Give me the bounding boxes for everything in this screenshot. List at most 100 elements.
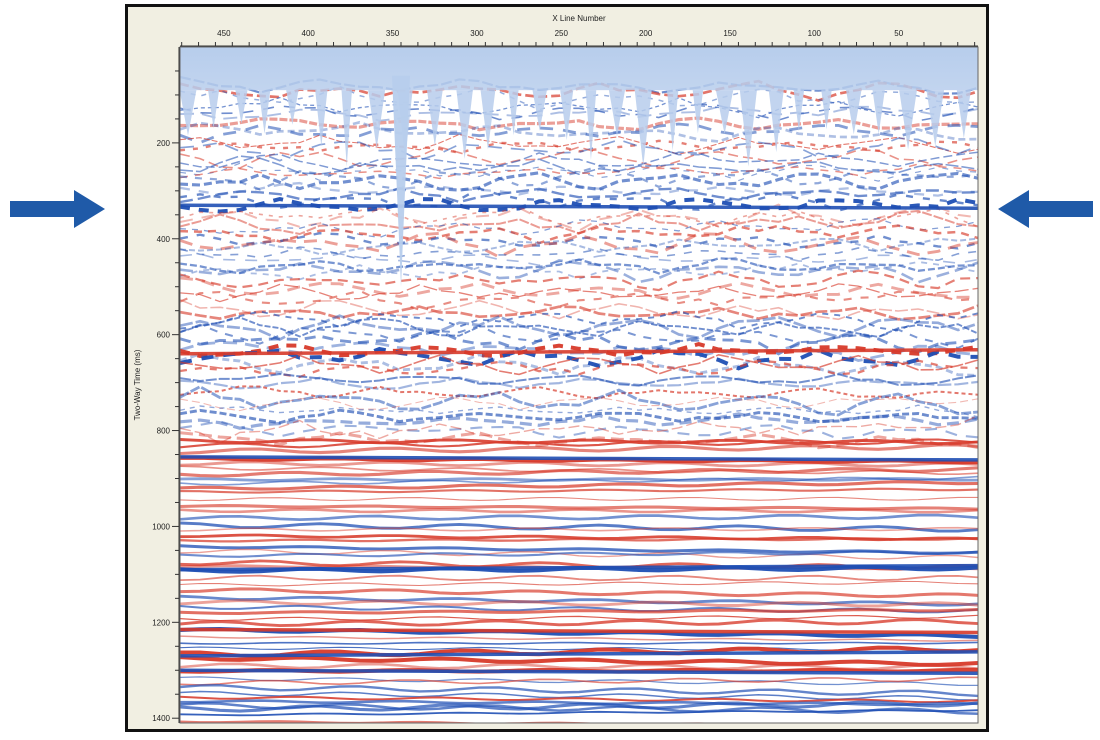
reflector-band (180, 181, 978, 197)
mute-wedge (341, 90, 352, 167)
mute-wedge (956, 90, 971, 139)
plot-frame (179, 46, 979, 724)
seismic-chart: X Line Number Two-Way Time (ms) 450 400 35… (133, 14, 979, 724)
y-axis: 200 400 600 800 1000 1200 1400 (152, 47, 180, 723)
reflector-band (180, 655, 978, 667)
mute-wedge (258, 90, 271, 134)
x-tick-label: 300 (470, 29, 484, 38)
mute-wedge (821, 90, 832, 130)
y-tick-label: 600 (157, 331, 171, 340)
reflector-band (180, 414, 978, 444)
reflector-band (180, 580, 978, 587)
y-tick-label: 400 (157, 235, 171, 244)
mute-top (180, 47, 978, 91)
mute-wedge (666, 90, 679, 151)
reflector-band (180, 298, 978, 321)
mute-wedge (560, 90, 574, 140)
reflector-1090ms (180, 563, 978, 572)
reflector-band (180, 103, 978, 122)
mute-wedge (585, 90, 597, 160)
reflector-band (180, 396, 978, 412)
reflector-band (180, 162, 978, 182)
reflector-band (180, 171, 978, 192)
reflector-band (180, 466, 978, 478)
reflector-band (180, 683, 978, 698)
x-tick-label: 100 (808, 29, 822, 38)
reflector-band (180, 260, 978, 281)
reflector-band (180, 137, 978, 162)
mute-wedge (426, 90, 443, 147)
reflector-band (180, 526, 978, 532)
reflector-band (180, 146, 978, 169)
arrow-right-icon (10, 190, 105, 228)
reflector-330ms (180, 203, 978, 210)
mute-wedge (315, 90, 328, 147)
reflector-band (180, 133, 978, 155)
mute-wedge (692, 90, 704, 134)
reflector-band (180, 408, 978, 425)
reflector-band (180, 316, 978, 338)
x-tick-label: 450 (217, 29, 231, 38)
reflector-band (180, 507, 978, 514)
x-tick-label: 150 (723, 29, 737, 38)
reflector-band (180, 120, 978, 143)
reflector-band (180, 204, 978, 228)
mute-wedge (456, 90, 473, 159)
x-tick-label: 350 (386, 29, 400, 38)
reflector-band (180, 165, 978, 191)
reflector-band (180, 269, 978, 292)
reflector-band (180, 231, 978, 259)
reflector-band (180, 105, 978, 122)
mute-gap (392, 75, 411, 287)
reflector-band (180, 635, 978, 642)
reflector-band (180, 151, 978, 172)
reflector-band (180, 420, 978, 440)
reflector-band (180, 259, 978, 284)
reflector-band (180, 224, 978, 245)
reflector-band (180, 329, 978, 356)
reflector-band (180, 460, 978, 468)
y-tick-label: 1200 (152, 618, 170, 627)
y-tick-label: 1400 (152, 714, 170, 723)
reflector-band (180, 122, 978, 144)
reflector-band (180, 480, 978, 491)
reflector-band (180, 438, 978, 449)
reflector-band (180, 289, 978, 311)
reflector-band (180, 618, 978, 628)
reflector-band (180, 594, 978, 607)
mute-wedge (532, 90, 547, 131)
mute-wedge (368, 90, 386, 149)
mute-wedge (608, 90, 626, 137)
mute-wedge (899, 90, 917, 150)
reflector-band (180, 276, 978, 300)
reflector-band (180, 257, 978, 275)
reflector-band (180, 676, 978, 686)
reflector-band (180, 614, 978, 622)
mute-wedge (480, 90, 496, 150)
x-tick-label: 200 (639, 29, 653, 38)
mute-wedge (634, 90, 652, 167)
reflector-1300ms (180, 668, 978, 676)
reflector-band (180, 608, 978, 616)
reflector-band (180, 550, 978, 558)
mute-wedge (872, 90, 885, 135)
mute-wedge (768, 90, 784, 153)
reflector-1215ms (180, 627, 978, 635)
reflector-bands (180, 75, 978, 723)
mute-wedge (208, 90, 220, 129)
reflector-band (180, 709, 978, 717)
x-tick-label: 50 (894, 29, 903, 38)
y-tick-label: 200 (157, 139, 171, 148)
reflector-band (180, 218, 978, 239)
mute-wedge (286, 90, 299, 125)
mute-wedge (739, 90, 757, 167)
mute-wedge (793, 90, 805, 132)
reflector-band (180, 496, 978, 502)
x-tick-label: 250 (555, 29, 569, 38)
reflector-band (180, 537, 978, 543)
reflector-band (180, 372, 978, 387)
reflector-band (180, 96, 978, 119)
reflector-band (180, 359, 978, 379)
reflector-band (180, 438, 978, 446)
reflector-band (180, 155, 978, 176)
